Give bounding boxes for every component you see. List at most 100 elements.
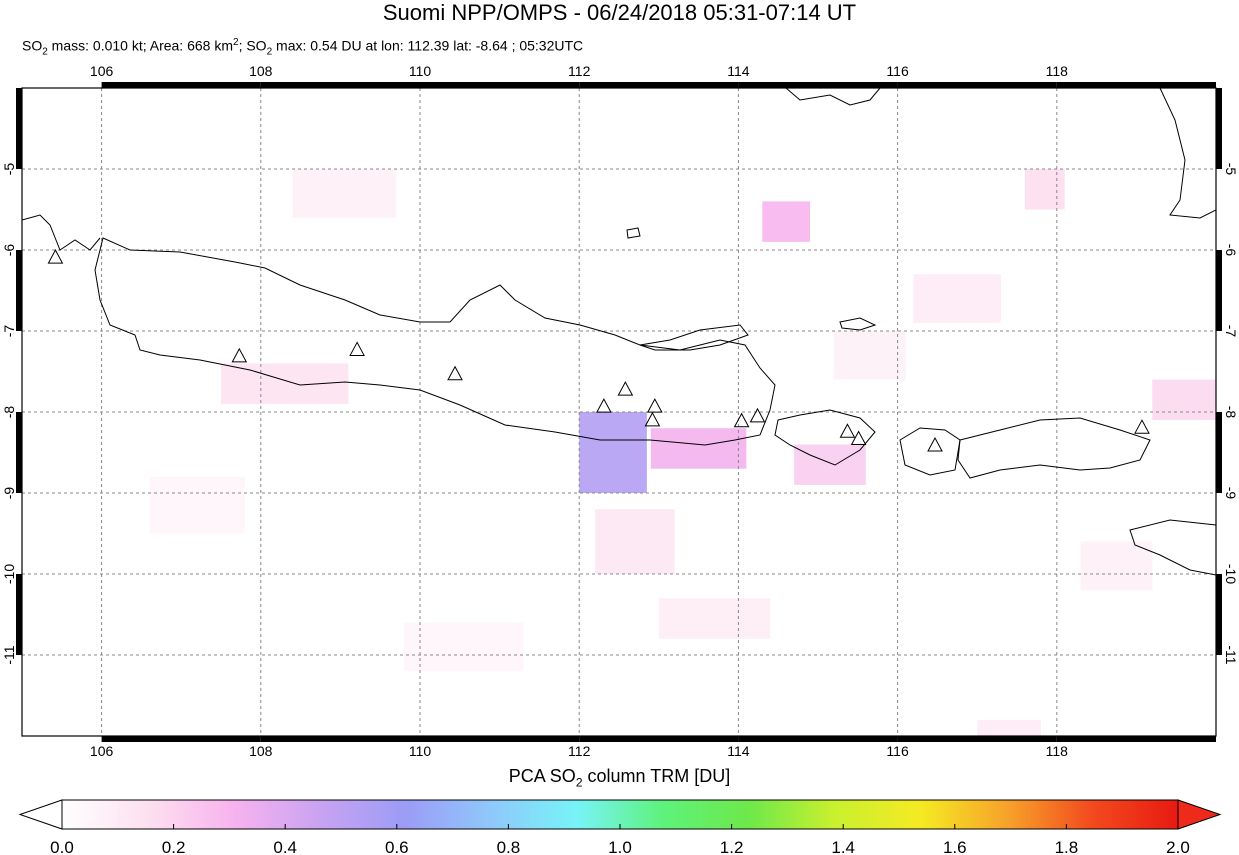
so2-mass-label: SO [22,37,43,54]
colorbar-tick-label: 0.8 [497,838,521,855]
volcano-marker [47,249,64,264]
madura-coastline [639,324,749,351]
so2-cell [833,331,906,380]
frame-ticks [16,82,1222,742]
colorbar-tick-label: 1.4 [831,838,855,855]
right-frame-bar [1216,574,1222,655]
right-frame-bar [1216,88,1222,169]
so2-cells-layer [149,169,1216,736]
so2-cell [794,444,866,485]
colorbar-tick-label: 0.0 [50,838,74,855]
bottom-frame-bar [420,736,580,742]
volcano-marker [349,341,365,356]
java-coastline [94,237,776,446]
top-frame-bar [579,82,739,88]
volcano-marker [839,423,856,438]
so2-cell [1080,541,1153,591]
bottom-frame-bar [101,736,261,742]
volcano-marker [617,381,634,396]
axis-labels: 106 106 108 108 110 110 112 112 114 114 116 116 118 1… [1,63,1239,759]
colorbar-tick-label: 0.2 [162,838,186,855]
volcano-marker [644,411,661,427]
top-frame-bar [738,82,898,88]
top-lon-label: 112 [568,63,591,79]
right-lat-label: -6 [1223,244,1239,257]
top-lon-label: 118 [1046,63,1069,79]
so2-max-text: max: 0.54 DU at lon: 112.39 lat: -8.64 ;… [272,37,584,54]
bottom-frame-bar [579,736,739,742]
colorbar-title-prefix: PCA SO [508,766,576,786]
left-frame-bar [16,88,22,169]
colorbar-tick-label: 1.6 [943,838,967,855]
volcano-markers [47,249,1150,452]
top-lon-label: 106 [90,63,114,79]
right-lat-label: -10 [1223,564,1239,584]
top-lon-label: 110 [409,63,432,79]
bottom-lon-label: 112 [568,743,591,759]
bottom-lon-label: 114 [727,743,750,759]
top-lon-label: 116 [886,63,909,79]
left-frame-bar [16,412,22,493]
so2-cell [977,719,1041,736]
colorbar-tick-label: 0.4 [273,838,297,855]
colorbar-tick-label: 1.8 [1055,838,1079,855]
right-lat-label: -9 [1223,487,1239,500]
volcano-marker [447,365,463,381]
volcano-marker [1134,419,1150,434]
so2-cell [1024,169,1065,210]
bali-coastline [774,409,876,466]
so2-cell [762,201,811,242]
volcano-marker [927,436,943,452]
so2-cell [913,274,1002,323]
bottom-frame-bar [738,736,898,742]
so2-cell [595,509,675,574]
top-frame-bar [420,82,580,88]
top-frame-bar [1056,82,1216,88]
right-lat-label: -8 [1223,406,1239,419]
top-frame-bar [260,82,420,88]
left-lat-label: -5 [1,163,17,176]
bottom-lon-label: 108 [249,743,273,759]
so2-cell [658,598,771,639]
top-frame-bar [101,82,261,88]
graticule [22,88,1216,736]
colorbar-tick-label: 1.2 [720,838,744,855]
right-frame-bar [1216,412,1222,493]
bottom-lon-label: 106 [90,743,114,759]
top-lon-label: 108 [249,63,273,79]
colorbar-title-subscript: 2 [575,775,583,790]
left-lat-label: -11 [1,645,17,664]
bottom-lon-label: 118 [1046,743,1069,759]
right-lat-label: -5 [1223,163,1239,176]
borneo-coastline [785,88,881,106]
so2-summary: SO2 mass: 0.010 kt; Area: 668 km2; SO2 m… [22,34,583,61]
so2-max-label: ; SO [238,37,267,54]
left-frame-bar [16,574,22,655]
volcano-marker [850,430,867,446]
coastline-layer [22,88,1216,576]
so2-cell [650,428,747,469]
so2-cell [149,476,245,534]
right-lat-label: -11 [1223,645,1239,664]
colorbar-title: PCA SO2 column TRM [DU] [0,766,1239,790]
bottom-lon-label: 116 [886,743,909,759]
so2-cell [1152,379,1216,421]
volcano-marker [646,398,663,413]
bawean-coastline [626,227,641,239]
bottom-frame-bar [260,736,420,742]
colorbar-tick-label: 0.6 [385,838,409,855]
sumatra-coastline [22,214,101,251]
right-frame-bar [1216,250,1222,331]
kangean-coastline [839,317,877,331]
so2-cell [292,169,397,218]
colorbar-tick-label: 2.0 [1166,838,1190,855]
left-frame-bar [16,250,22,331]
top-frame-bar [897,82,1057,88]
sumba-coastline [1129,519,1216,576]
so2-max-subscript: 2 [266,46,273,58]
top-lon-label: 114 [727,63,750,79]
so2-cell [221,363,349,404]
volcano-marker [231,347,248,363]
volcano-marker [749,407,766,423]
